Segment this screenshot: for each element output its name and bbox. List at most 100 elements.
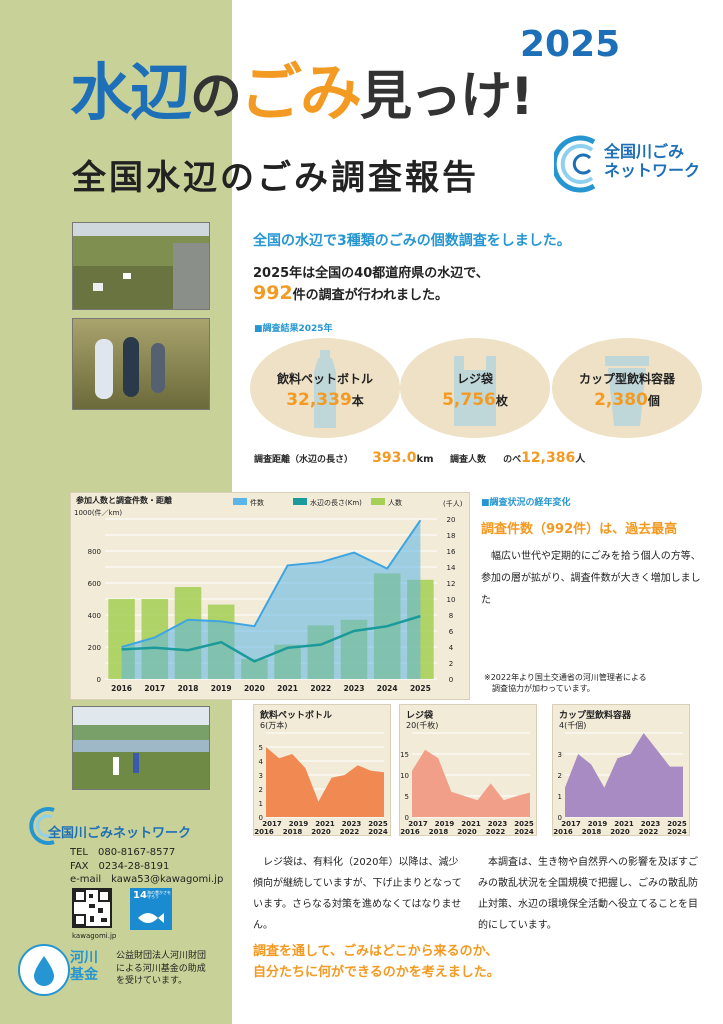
main-chart-line-length <box>121 614 421 663</box>
mini-title-bottle: 飲料ペットボトル <box>260 711 333 721</box>
main-chart-x-tick: 2017 <box>144 684 165 693</box>
lead-line-2: 2025年は全国の40都道府県の水辺で、 <box>253 266 489 281</box>
main-chart-x-tick: 2019 <box>211 684 232 693</box>
sdg-14-badge: 14 海の豊かさを守ろう <box>130 888 172 930</box>
main-chart-ylabel-right: (千人) <box>443 499 463 508</box>
result-name-bag: レジ袋 <box>456 372 493 386</box>
main-chart-ylabel-left: 1000(件／km) <box>74 508 122 517</box>
main-chart: 参加人数と調査件数・距離 1000(件／km) (千人) 0 2 4 6 8 10 12 14 16 1… <box>70 492 470 700</box>
mini-chart-y-tick: 3 <box>259 772 263 780</box>
mini-chart-y-tick: 1 <box>259 800 263 808</box>
closing-message: 調査を通して、ごみはどこから来るのか、 自分たちに何ができるのかを考えました。 <box>253 942 500 984</box>
main-chart-left-tick: 200 <box>88 644 101 652</box>
people-value: 12,386 <box>521 450 576 466</box>
main-chart-x-tick: 2016 <box>111 684 132 693</box>
title-part-mizube: 水辺 <box>70 56 192 129</box>
subtitle: 全国水辺のごみ調査報告 <box>72 158 479 198</box>
result-name-cup: カップ型飲料容器 <box>578 372 675 386</box>
mini-chart-cup: カップ型飲料容器 4(千個) 0 1 2 3 2017 2019 2021 2023 2025 2… <box>552 704 690 836</box>
mini-title-cup: カップ型飲料容器 <box>559 711 632 721</box>
fund-text: 公益財団法人河川財団 による河川基金の助成 を受けています。 <box>116 950 206 988</box>
result-value-bag: 5,756 <box>442 390 496 410</box>
mini-chart-y-tick: 3 <box>558 751 562 759</box>
org-name: 全国川ごみネットワーク <box>48 826 192 841</box>
mini-chart-x-tick: 2020 <box>457 828 477 836</box>
result-name-bottle: 飲料ペットボトル <box>276 372 373 386</box>
mini-chart-x-tick: 2018 <box>582 828 602 836</box>
mini-chart-x-tick: 2019 <box>289 820 309 828</box>
main-chart-area-count <box>121 520 421 679</box>
mini-chart-y-tick: 5 <box>259 744 263 752</box>
mini-chart-x-tick: 2016 <box>553 828 573 836</box>
paragraph-bags: レジ袋は、有料化（2020年）以降は、減少傾向が継続していますが、下げ止まりとな… <box>253 857 462 931</box>
main-chart-right-tick: 8 <box>449 612 453 620</box>
trend-heading: ■調査状況の経年変化 <box>481 498 571 508</box>
photo-lakeside-cleanup <box>72 706 210 790</box>
mini-chart-y-tick: 4 <box>259 758 264 766</box>
mini-chart-x-tick: 2021 <box>614 820 634 828</box>
mini-chart-x-tick: 2019 <box>588 820 608 828</box>
main-chart-x-tick: 2022 <box>310 684 331 693</box>
org-wave-icon <box>29 807 55 845</box>
year-label: 2025 <box>520 24 621 65</box>
closing-line-1: 調査を通して、ごみはどこから来るのか、 <box>253 944 499 959</box>
fund-text-1: 公益財団法人河川財団 <box>116 951 207 961</box>
mini-chart-x-tick: 2024 <box>368 828 388 836</box>
result-value-bottle: 32,339 <box>286 390 352 410</box>
title-part-no: の <box>190 67 242 127</box>
mini-chart-x-tick: 2025 <box>514 820 534 828</box>
mini-chart-area <box>412 749 530 817</box>
people-stat: 調査人数 のべ12,386人 <box>450 450 585 466</box>
mini-chart-x-tick: 2023 <box>342 820 362 828</box>
qr-pattern-icon <box>74 890 110 926</box>
fund-name-2: 基金 <box>70 966 98 983</box>
result-unit-bag: 枚 <box>495 394 508 408</box>
main-chart-right-tick: 0 <box>449 676 453 684</box>
title-part-gomi: ごみ <box>240 56 362 129</box>
water-drop-icon <box>34 956 54 986</box>
main-chart-x-tick: 2023 <box>344 684 365 693</box>
mini-chart-x-tick: 2024 <box>667 828 687 836</box>
org-fax: FAX 0234-28-8191 <box>70 860 170 872</box>
header-logo: 全国川ごみ ネットワーク <box>554 134 704 194</box>
mini-chart-y-tick: 0 <box>405 814 409 822</box>
fund-text-3: を受けています。 <box>116 976 188 987</box>
mini-chart-x-tick: 2021 <box>461 820 481 828</box>
title-part-mikke: 見っけ! <box>360 67 534 127</box>
mini-chart-x-tick: 2016 <box>254 828 274 836</box>
mini-chart-x-tick: 2017 <box>262 820 282 828</box>
photo-volunteers <box>72 318 210 410</box>
mini-chart-x-tick: 2018 <box>283 828 303 836</box>
mini-chart-x-tick: 2017 <box>561 820 581 828</box>
main-chart-right-tick: 16 <box>447 548 456 556</box>
main-chart-legend-swatch <box>293 498 307 505</box>
main-chart-right-tick: 18 <box>447 532 456 540</box>
mini-chart-x-tick: 2025 <box>667 820 687 828</box>
fish-icon <box>138 913 164 923</box>
qr-code[interactable] <box>72 888 112 928</box>
main-chart-left-tick: 600 <box>88 580 101 588</box>
main-chart-right-tick: 10 <box>447 596 456 604</box>
lead-line-3: 992件の調査が行われました。 <box>253 282 448 304</box>
people-unit: 人 <box>575 454 586 465</box>
mini-chart-y-tick: 10 <box>400 772 409 780</box>
mini-chart-x-tick: 2023 <box>641 820 661 828</box>
mini-chart-y-tick: 15 <box>400 751 409 759</box>
fund-name-1: 河川 <box>70 950 98 966</box>
results-heading: ■調査結果2025年 <box>254 324 333 334</box>
main-chart-left-tick: 400 <box>88 612 101 620</box>
bottle-icon <box>314 350 336 428</box>
org-url[interactable]: kawagomi.jp <box>72 932 117 940</box>
trend-note: ※2022年より国土交通省の河川管理者による 調査協力が加わっています。 <box>484 672 647 694</box>
mini-chart-area <box>266 747 384 817</box>
org-email[interactable]: e-mail kawa53@kawagomi.jp <box>70 874 224 885</box>
distance-label: 調査距離（水辺の長さ） <box>254 455 354 465</box>
people-prefix: のべ <box>503 455 522 465</box>
main-chart-right-tick: 12 <box>447 580 456 588</box>
mini-chart-x-tick: 2020 <box>311 828 331 836</box>
trend-note-2: 調査協力が加わっています。 <box>484 684 595 694</box>
distance-value: 393.0 <box>372 450 417 466</box>
sdg-number: 14 <box>133 890 147 901</box>
distance-stat: 調査距離（水辺の長さ） 393.0km <box>254 450 434 466</box>
